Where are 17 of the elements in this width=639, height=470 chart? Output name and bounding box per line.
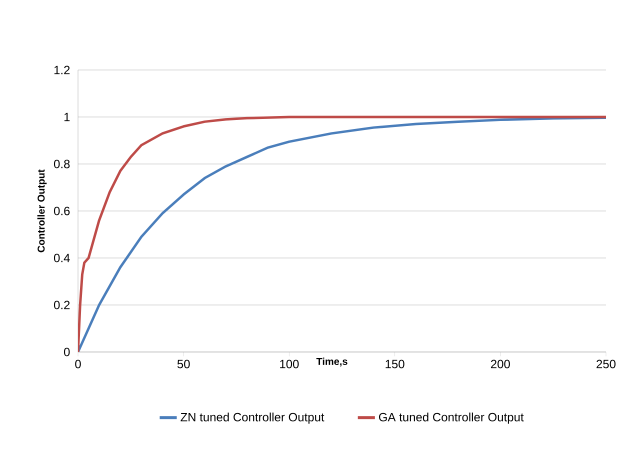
x-tick-label: 100 [280,360,299,368]
x-tick-label: 200 [490,360,510,368]
y-tick-label: 0.8 [54,160,70,168]
y-tick-label: 1 [64,112,70,122]
y-tick-label: 0 [64,348,70,356]
y-axis-title: Controller Output [37,169,47,252]
x-tick-label: 250 [596,360,616,368]
x-tick-label: 150 [386,360,404,368]
y-tick-label: 0.2 [54,300,70,310]
y-tick-label: 0.6 [54,206,70,216]
x-axis-title: Time,s [316,358,348,366]
x-tick-label: 0 [75,360,81,368]
x-tick-label: 50 [177,360,190,368]
legend-label: ZN tuned Controller Output [180,412,324,424]
legend-label: GA tuned Controller Output [379,412,524,424]
y-tick-label: 0.4 [54,254,70,262]
y-tick-label: 1.2 [54,66,70,74]
